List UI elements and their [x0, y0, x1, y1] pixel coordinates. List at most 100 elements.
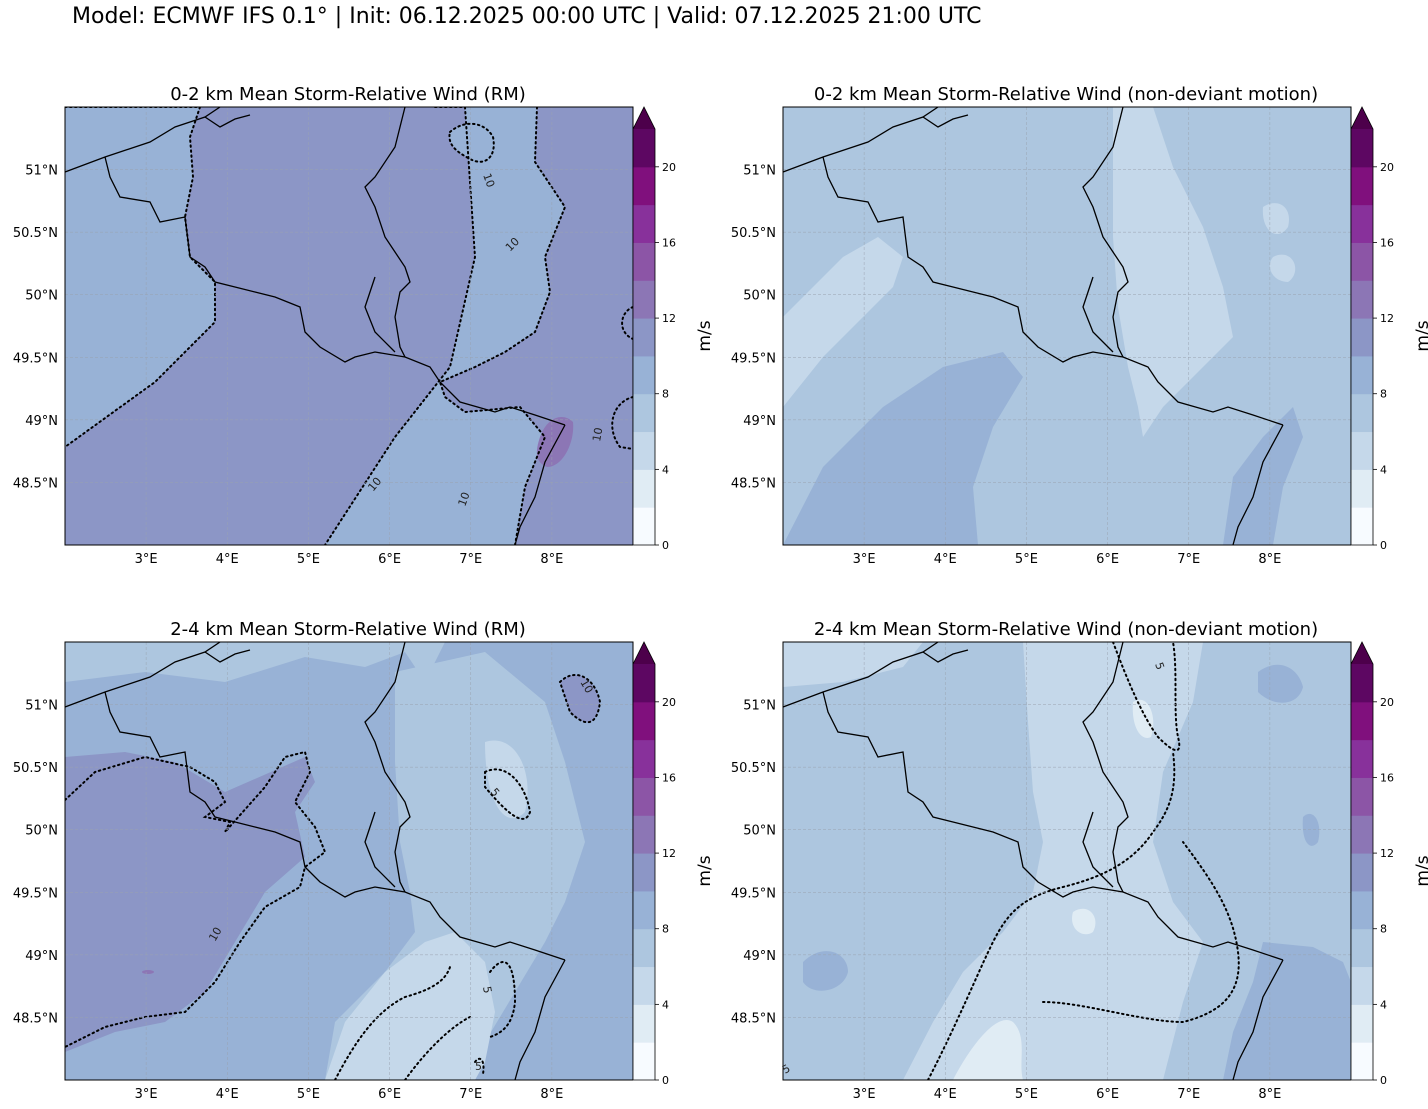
- x-tick-label: 5°E: [1015, 1087, 1038, 1102]
- colorbar-bin: [1351, 318, 1373, 357]
- field-region-12-14: [142, 970, 154, 974]
- colorbar-bin: [633, 1004, 655, 1043]
- field-region-2-4-south: [953, 1020, 1023, 1080]
- x-tick-label: 4°E: [934, 552, 957, 567]
- y-tick-label: 49°N: [25, 414, 58, 429]
- y-tick-label: 48.5°N: [13, 1011, 58, 1026]
- colorbar-label: m/s: [695, 855, 715, 886]
- colorbar-bin: [1351, 507, 1373, 546]
- contour-5: [404, 1016, 471, 1080]
- colorbar-bin: [633, 280, 655, 319]
- colorbar-bin: [633, 739, 655, 778]
- x-tick-label: 5°E: [297, 552, 320, 567]
- panel-2-4km-rm: 2-4 km Mean Storm-Relative Wind (RM): [13, 619, 715, 1102]
- y-tick-label: 49.5°N: [731, 886, 776, 901]
- colorbar-bin: [633, 204, 655, 243]
- colorbar-bin: [633, 815, 655, 854]
- contour-10: [324, 107, 477, 545]
- x-tick-label: 7°E: [1177, 1087, 1200, 1102]
- field-region-4-6-small: [1269, 254, 1296, 282]
- contour-5: [1112, 642, 1181, 752]
- y-tick-label: 49°N: [743, 414, 776, 429]
- colorbar-tick-label: 12: [662, 312, 676, 325]
- colorbar-bin: [1351, 166, 1373, 206]
- field-region-4-6: [903, 642, 1203, 1080]
- contour-10: [448, 122, 495, 163]
- colorbar-bin: [633, 966, 655, 1005]
- panel-0-2km-rm: 0-2 km Mean Storm-Relative Wind (RM): [13, 84, 715, 567]
- field-region-8-10-east: [325, 107, 565, 545]
- field-region-small: [449, 123, 494, 162]
- colorbar-tick-label: 16: [662, 771, 676, 784]
- y-tick-label: 49.5°N: [13, 886, 58, 901]
- x-tick-label: 6°E: [1096, 552, 1119, 567]
- colorbar-tick-label: 12: [1380, 847, 1394, 860]
- field-region-6-8-north: [65, 642, 445, 682]
- colorbar-bin: [1351, 890, 1373, 930]
- contour-label: 5: [480, 985, 494, 994]
- x-tick-label: 8°E: [540, 1087, 563, 1102]
- colorbar-bin: [1351, 966, 1373, 1005]
- colorbar-bin: [633, 318, 655, 357]
- field-region-4-6: [1113, 107, 1233, 437]
- y-tick-label: 50.5°N: [13, 226, 58, 241]
- y-tick-label: 50°N: [25, 289, 58, 304]
- colorbar-bin: [633, 431, 655, 470]
- colorbar-bin: [1351, 815, 1373, 854]
- colorbar-extend-arrow: [1351, 107, 1373, 129]
- colorbar-bin: [1351, 204, 1373, 243]
- colorbar-label: m/s: [1413, 320, 1428, 351]
- field-region-4-6: [325, 932, 495, 1080]
- field-region-8-10-w: [803, 951, 848, 991]
- y-tick-label: 48.5°N: [731, 1011, 776, 1026]
- colorbar-bin: [633, 507, 655, 546]
- colorbar-bin: [1351, 664, 1373, 703]
- contour-label: 10: [480, 172, 497, 190]
- colorbar-extend-arrow: [633, 107, 655, 129]
- colorbar-bin: [1351, 701, 1373, 741]
- colorbar-bin: [1351, 242, 1373, 281]
- colorbar-tick-label: 8: [662, 388, 669, 401]
- colorbar-tick-label: 0: [1380, 1074, 1387, 1087]
- colorbar-tick-label: 20: [1380, 696, 1394, 709]
- x-tick-label: 4°E: [216, 1087, 239, 1102]
- colorbar-tick-label: 16: [1380, 771, 1394, 784]
- figure-suptitle: Model: ECMWF IFS 0.1° | Init: 06.12.2025…: [72, 4, 982, 29]
- colorbar-bin: [1351, 739, 1373, 778]
- contour-label: 10: [206, 925, 224, 944]
- colorbar-tick-label: 16: [1380, 236, 1394, 249]
- y-tick-label: 48.5°N: [13, 476, 58, 491]
- colorbar-bin: [633, 701, 655, 741]
- colorbar-tick-label: 16: [662, 236, 676, 249]
- colorbar-tick-label: 4: [1380, 998, 1387, 1011]
- colorbar-bin: [633, 129, 655, 168]
- colorbar-bin: [633, 664, 655, 703]
- y-tick-label: 50°N: [743, 824, 776, 839]
- colorbar-tick-label: 20: [662, 696, 676, 709]
- colorbar-tick-label: 0: [662, 539, 669, 552]
- colorbar-bin: [633, 393, 655, 433]
- colorbar-bin: [1351, 853, 1373, 892]
- y-tick-label: 50.5°N: [13, 761, 58, 776]
- x-tick-label: 5°E: [1015, 552, 1038, 567]
- colorbar-tick-label: 20: [1380, 161, 1394, 174]
- colorbar-bin: [1351, 280, 1373, 319]
- colorbar-outline: [1350, 106, 1374, 546]
- y-tick-label: 51°N: [25, 164, 58, 179]
- colorbar-bin: [1351, 355, 1373, 395]
- colorbar-extend-arrow: [1351, 642, 1373, 664]
- y-tick-label: 50°N: [25, 824, 58, 839]
- x-tick-label: 3°E: [135, 552, 158, 567]
- x-tick-label: 7°E: [459, 1087, 482, 1102]
- field-region-8-10-ne: [1258, 664, 1303, 703]
- contour-label: 10: [590, 426, 605, 442]
- contour-5: [334, 966, 451, 1080]
- field-region-8-10-se: [1223, 942, 1351, 1080]
- panel-title: 2-4 km Mean Storm-Relative Wind (RM): [170, 619, 526, 640]
- colorbar-bin: [633, 1042, 655, 1081]
- field-region-8-10: [65, 107, 215, 447]
- contour-10: [438, 107, 567, 545]
- colorbar-tick-label: 8: [1380, 923, 1387, 936]
- panel-0-2km-nondeviant: 0-2 km Mean Storm-Relative Wind (non-dev…: [731, 84, 1428, 567]
- colorbar-bin: [1351, 928, 1373, 968]
